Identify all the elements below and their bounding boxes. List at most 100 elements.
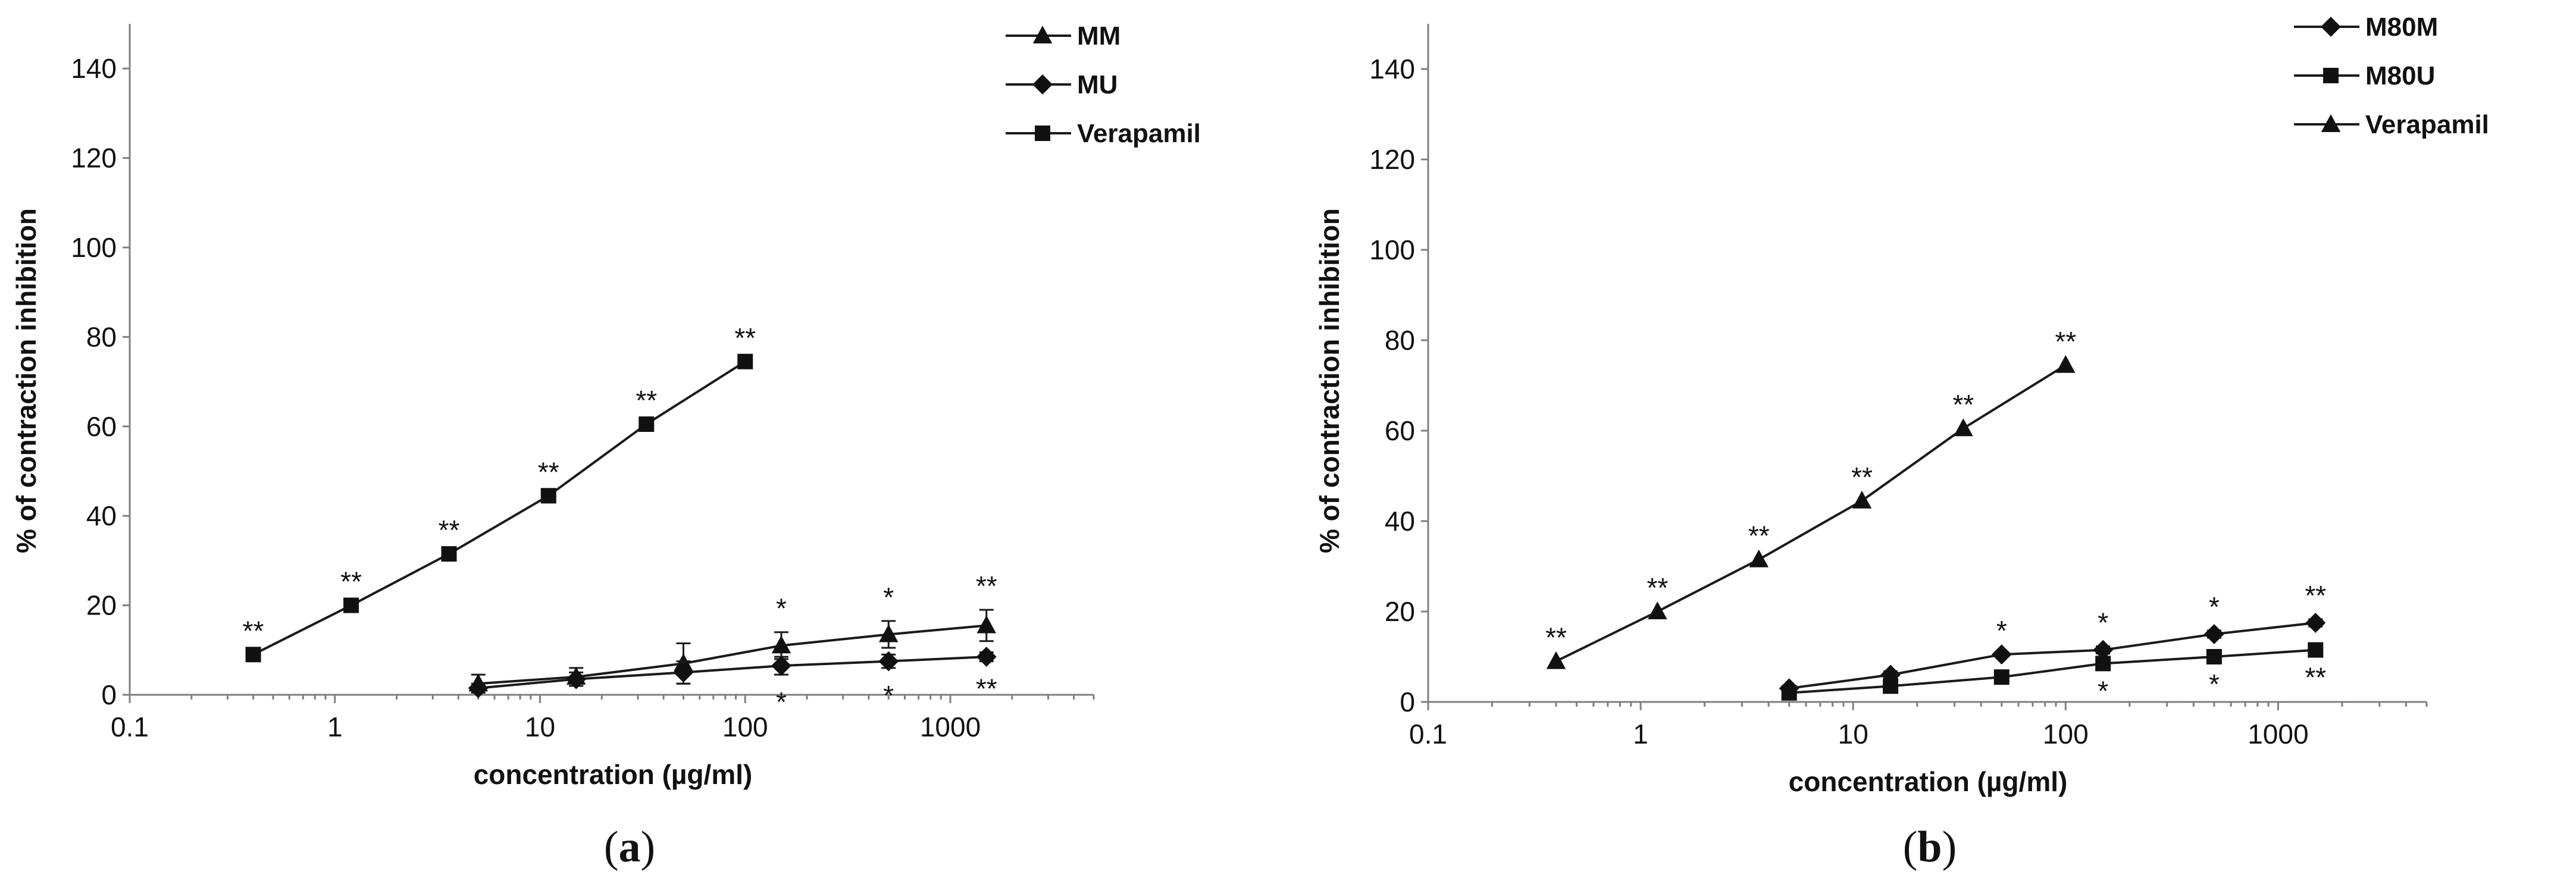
y-tick-label: 80: [86, 321, 117, 352]
significance-label: *: [2098, 675, 2108, 706]
legend-marker: [2323, 68, 2339, 83]
x-tick-label: 1000: [2248, 719, 2308, 750]
panel-label: (b): [1903, 823, 1957, 871]
panel-label-letter: a: [619, 823, 641, 871]
legend-marker: [1035, 126, 1050, 141]
significance-label: *: [2209, 591, 2220, 622]
panel-label: (a): [604, 823, 655, 871]
legend-marker: [2321, 17, 2341, 37]
data-point: [878, 624, 899, 642]
data-point: [245, 647, 261, 663]
significance-label: *: [1996, 615, 2007, 646]
significance-label: *: [776, 686, 787, 717]
series-m80u: * * **: [1781, 642, 2326, 706]
series-group: * ** *** * **************: [1545, 326, 2326, 707]
legend-label: MU: [1077, 70, 1118, 99]
significance-label: *: [2209, 669, 2220, 700]
series-line: [1555, 364, 2067, 663]
significance-label: **: [734, 322, 756, 353]
x-tick-label: 0.1: [111, 711, 149, 742]
data-point: [1648, 601, 1667, 619]
series-mm: * * **: [468, 570, 997, 694]
legend-item: MM: [1006, 21, 1120, 51]
significance-label: **: [1545, 622, 1567, 653]
series-line: [252, 360, 746, 656]
data-point: [2056, 355, 2076, 373]
significance-label: **: [243, 615, 264, 646]
data-point: [976, 615, 996, 634]
legend-marker: [2321, 114, 2341, 132]
y-tick-label: 20: [86, 590, 117, 621]
y-tick-label: 40: [1385, 506, 1415, 537]
series-line: [1789, 622, 2316, 690]
significance-label: **: [1748, 521, 1770, 551]
data-point: [737, 353, 753, 369]
data-point: [673, 662, 694, 683]
legend-label: Verapamil: [2365, 110, 2489, 139]
data-point: [566, 669, 587, 689]
significance-label: **: [2305, 580, 2326, 611]
y-tick-label: 60: [86, 411, 117, 442]
legend-label: Verapamil: [1077, 119, 1201, 148]
panel-label-letter: b: [1917, 823, 1942, 871]
data-point: [441, 546, 457, 562]
y-tick-label: 100: [1369, 234, 1415, 265]
data-point: [343, 597, 359, 613]
y-tick-label: 140: [71, 53, 117, 84]
legend-item: M80M: [2294, 12, 2438, 42]
significance-label: **: [1851, 462, 1873, 493]
x-axis-title: concentration (µg/ml): [474, 759, 753, 790]
y-tick-label: 0: [101, 679, 117, 710]
data-point: [878, 651, 899, 672]
x-tick-label: 1000: [920, 711, 981, 742]
y-tick-label: 120: [71, 143, 117, 174]
data-point: [2305, 613, 2326, 633]
series-m80m: * ** **: [1779, 580, 2326, 699]
x-tick-label: 10: [1838, 719, 1868, 750]
series-line: [478, 624, 987, 685]
x-axis-title: concentration (µg/ml): [1789, 766, 2068, 797]
data-point: [1991, 644, 2012, 665]
series-verapamil: ** ** ** ** ** **: [1545, 326, 2076, 669]
data-point: [540, 488, 556, 504]
significance-label: **: [976, 673, 997, 704]
y-tick-label: 80: [1385, 325, 1415, 356]
y-axis-title: % of contraction inhibition: [1314, 208, 1345, 553]
legend-label: M80M: [2365, 12, 2438, 42]
significance-label: **: [439, 515, 460, 545]
series-line: [478, 656, 987, 689]
y-tick-label: 20: [1385, 596, 1415, 627]
chart-panel-a: % of contraction inhibition concentratio…: [11, 21, 1201, 871]
legend-label: M80U: [2365, 61, 2435, 90]
data-point: [638, 416, 655, 432]
legend-item: Verapamil: [2294, 110, 2489, 139]
legend-item: MU: [1006, 70, 1118, 99]
significance-label: **: [340, 566, 362, 597]
significance-label: **: [636, 385, 657, 416]
y-tick-label: 0: [1400, 686, 1415, 717]
x-tick-label: 100: [2043, 719, 2089, 750]
significance-label: **: [976, 570, 997, 601]
significance-label: **: [1647, 572, 1668, 603]
x-tick-label: 100: [722, 711, 768, 742]
data-point: [1880, 664, 1901, 685]
series-mu: * * **: [468, 647, 997, 717]
data-point: [771, 656, 791, 676]
legend-marker: [1032, 26, 1053, 43]
y-tick-label: 100: [71, 232, 117, 263]
x-tick-label: 1: [327, 711, 343, 742]
data-point: [2093, 639, 2114, 660]
data-point: [2308, 642, 2324, 658]
data-point: [1749, 549, 1769, 568]
data-point: [2206, 649, 2222, 664]
x-tick-label: 10: [525, 711, 555, 742]
data-point: [976, 647, 997, 667]
significance-label: *: [883, 582, 894, 613]
significance-label: **: [2305, 662, 2326, 693]
y-axis-title: % of contraction inhibition: [11, 208, 42, 553]
data-point: [1954, 418, 1973, 437]
data-point: [2095, 656, 2111, 672]
data-point: [1883, 678, 1899, 694]
series-group: * * *** * **************: [243, 322, 997, 717]
y-tick-label: 40: [86, 500, 117, 531]
